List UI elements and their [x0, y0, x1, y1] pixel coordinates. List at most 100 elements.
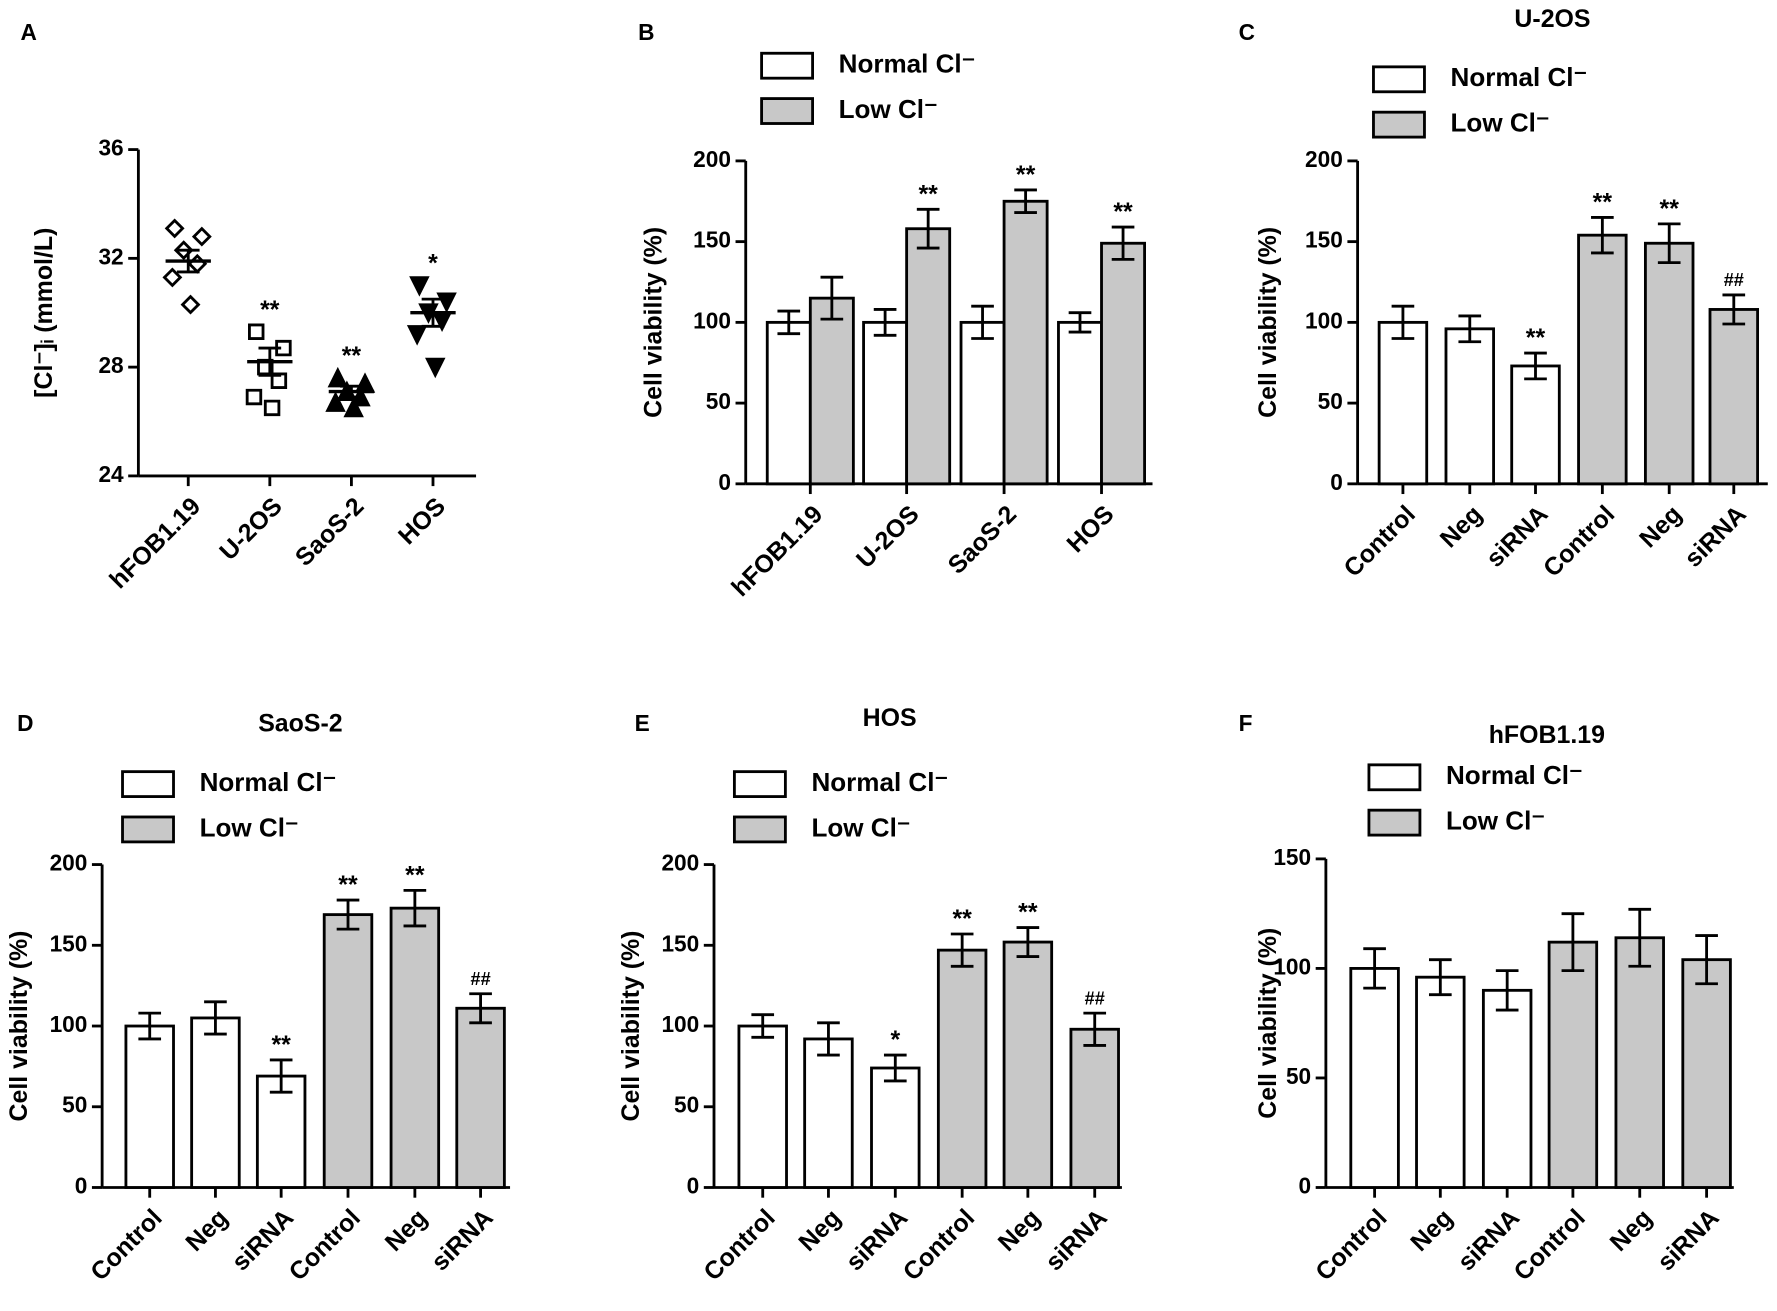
bar — [1057, 320, 1103, 486]
point — [187, 253, 208, 274]
y-axis-label: Cell viability (%) — [617, 931, 645, 1122]
annotation: * — [428, 250, 438, 278]
x-tick-label: siRNA — [1040, 1204, 1113, 1277]
y-tick-label: 100 — [661, 1011, 699, 1037]
legend-swatch — [1367, 763, 1422, 792]
x-tick-label: HOS — [1062, 500, 1120, 558]
x-tick-label: hFOB1.19 — [726, 500, 828, 602]
legend-label: Low Cl⁻ — [1446, 806, 1545, 836]
chart-title: SaoS-2 — [258, 710, 342, 738]
legend-label: Normal Cl⁻ — [1446, 760, 1583, 790]
error-bar — [1591, 215, 1614, 255]
bar — [1681, 958, 1732, 1189]
y-tick-label: 150 — [661, 930, 699, 956]
y-tick-label: 50 — [62, 1092, 87, 1118]
bar — [1377, 320, 1429, 486]
x-tick-label: HOS — [393, 492, 451, 550]
y-tick-label: 0 — [718, 469, 731, 495]
y-tick-label: 200 — [1305, 146, 1343, 172]
x-tick-label: Control — [85, 1204, 167, 1286]
error-bar — [421, 297, 445, 328]
legend-swatch — [1367, 808, 1422, 837]
chart-title: U-2OS — [1514, 5, 1590, 33]
y-tick-label: 100 — [1273, 953, 1311, 979]
x-tick-label: siRNA — [1652, 1204, 1725, 1277]
panel-letter: F — [1239, 710, 1253, 736]
y-tick-label: 200 — [50, 850, 88, 876]
error-bar — [1014, 188, 1037, 214]
chart-title: hFOB1.19 — [1489, 721, 1605, 749]
annotation: ** — [1018, 899, 1038, 927]
bar — [255, 1074, 307, 1189]
y-axis-label: Cell viability (%) — [1254, 928, 1282, 1119]
bar — [1349, 967, 1400, 1189]
error-bar — [1363, 947, 1386, 990]
panel-letter: D — [17, 710, 33, 736]
point — [180, 294, 201, 315]
bar — [455, 1006, 506, 1189]
error-bar — [1695, 934, 1718, 986]
error-bar — [1391, 304, 1415, 340]
error-bar — [1111, 225, 1135, 261]
point — [173, 240, 194, 261]
error-bar — [950, 932, 974, 968]
x-tick-label: SaoS-2 — [943, 500, 1023, 580]
annotation: ** — [1016, 161, 1036, 189]
bar — [1444, 327, 1495, 486]
point — [191, 226, 212, 247]
error-bar — [336, 898, 360, 931]
annotation: ** — [260, 296, 280, 324]
error-bar — [820, 275, 844, 321]
x-tick-label: U-2OS — [214, 492, 288, 566]
x-tick-label: Neg — [993, 1204, 1046, 1257]
annotation: ** — [271, 1031, 291, 1059]
legend-swatch — [732, 815, 787, 844]
annotation: ** — [1526, 324, 1546, 352]
error-bar — [258, 346, 282, 377]
bar — [1481, 988, 1533, 1189]
error-bar — [916, 207, 940, 250]
x-tick-label: Control — [698, 1204, 780, 1286]
point — [343, 396, 364, 418]
legend-swatch — [121, 770, 175, 798]
error-bar — [204, 1000, 227, 1036]
y-tick-label: 0 — [687, 1172, 700, 1198]
bar — [1002, 199, 1049, 486]
point — [406, 325, 428, 346]
legend-label: Normal Cl⁻ — [811, 767, 948, 797]
panel-letter: A — [21, 19, 37, 45]
y-tick-label: 150 — [1273, 844, 1311, 870]
error-bar — [751, 1013, 775, 1039]
annotation: * — [890, 1026, 900, 1054]
annotation: ** — [342, 342, 362, 370]
y-tick-label: 50 — [1286, 1063, 1311, 1089]
y-tick-label: 100 — [1305, 307, 1343, 333]
error-bar — [1628, 907, 1652, 968]
y-tick-label: 0 — [75, 1172, 88, 1198]
error-bar — [1083, 1011, 1107, 1047]
legend-label: Low Cl⁻ — [811, 812, 910, 842]
y-tick-label: 32 — [98, 243, 123, 269]
annotation: ** — [952, 905, 972, 933]
annotation: ** — [1660, 195, 1680, 223]
x-tick-label: Neg — [1634, 500, 1687, 553]
y-tick-label: 50 — [706, 388, 731, 414]
point — [164, 218, 185, 239]
point — [436, 292, 457, 313]
error-bar — [469, 992, 492, 1025]
annotation: ** — [1593, 188, 1613, 216]
y-tick-label: 0 — [1330, 469, 1343, 495]
error-bar — [138, 1011, 162, 1041]
x-tick-label: U-2OS — [851, 500, 925, 574]
error-bar — [1458, 314, 1482, 344]
legend-label: Normal Cl⁻ — [839, 49, 976, 79]
x-tick-label: Control — [284, 1204, 366, 1286]
y-axis-label: Cell viability (%) — [1254, 227, 1282, 418]
legend-label: Normal Cl⁻ — [200, 767, 337, 797]
bar — [124, 1024, 175, 1189]
bar — [1415, 975, 1466, 1189]
point — [275, 339, 292, 357]
bar — [389, 906, 441, 1189]
bar — [1708, 308, 1760, 486]
